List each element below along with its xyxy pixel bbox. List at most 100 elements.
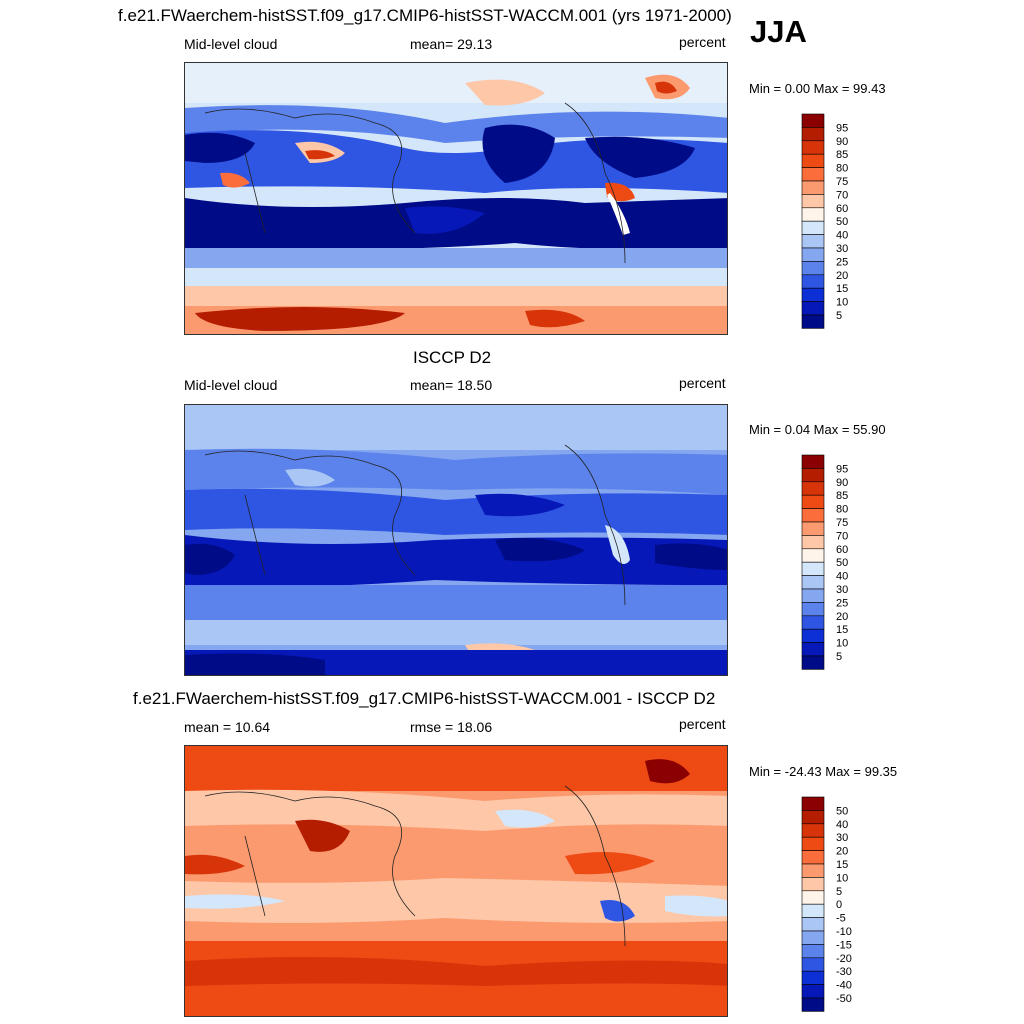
colorbar-label: 70: [836, 530, 848, 542]
colorbar-box: [801, 454, 825, 469]
colorbar-label: 85: [836, 149, 848, 161]
panel1-mean-label: mean= 29.13: [410, 36, 493, 52]
colorbar-box: [801, 548, 825, 563]
colorbar-label: 50: [836, 805, 848, 817]
colorbar-label: -15: [836, 939, 852, 951]
panel2-units-label: percent: [679, 375, 726, 391]
colorbar-label: 15: [836, 624, 848, 636]
colorbar-label: 60: [836, 203, 848, 215]
colorbar-label: 15: [836, 859, 848, 871]
colorbar-box: [801, 850, 825, 865]
panel1-map: [184, 62, 728, 335]
colorbar-label: 40: [836, 819, 848, 831]
colorbar-box: [801, 615, 825, 630]
colorbar-box: [801, 220, 825, 235]
colorbar-box: [801, 301, 825, 316]
colorbar-box: [801, 863, 825, 878]
colorbar-box: [801, 823, 825, 838]
colorbar-box: [801, 494, 825, 509]
panel2-map: [184, 404, 728, 676]
colorbar-label: 5: [836, 651, 842, 663]
colorbar-box: [801, 575, 825, 590]
colorbar-box: [801, 836, 825, 851]
colorbar-box: [801, 167, 825, 182]
colorbar-box: [801, 877, 825, 892]
colorbar-box: [801, 944, 825, 959]
colorbar-label: 40: [836, 571, 848, 583]
colorbar-box: [801, 970, 825, 985]
colorbar-box: [801, 508, 825, 523]
colorbar-box: [801, 247, 825, 262]
colorbar-box: [801, 234, 825, 249]
colorbar-box: [801, 113, 825, 128]
panel1-colorbar: 95 90 85 80 75 70 60 50 40 30 25 20 15 10 5: [801, 113, 862, 330]
panel1-title: f.e21.FWaerchem-histSST.f09_g17.CMIP6-hi…: [118, 6, 732, 25]
colorbar-box: [801, 140, 825, 155]
panel3-colorbar: 50 40 30 20 15 10 5 0 -5 -10 -15 -20 -30 -40 -50: [801, 796, 862, 1013]
colorbar-label: 25: [836, 597, 848, 609]
colorbar-box: [801, 153, 825, 168]
colorbar-label: 15: [836, 283, 848, 295]
colorbar-label: 5: [836, 310, 842, 322]
colorbar-label: 50: [836, 216, 848, 228]
colorbar-box: [801, 521, 825, 536]
colorbar-box: [801, 810, 825, 825]
panel2-colorbar: 95 90 85 80 75 70 60 50 40 30 25 20 15 10 5: [801, 454, 862, 671]
panel3-map: [184, 745, 728, 1017]
colorbar-box: [801, 287, 825, 302]
colorbar-box: [801, 261, 825, 276]
colorbar-label: 10: [836, 297, 848, 309]
colorbar-label: 80: [836, 163, 848, 175]
colorbar-label: 40: [836, 230, 848, 242]
panel2-mean-label: mean= 18.50: [410, 377, 493, 393]
colorbar-label: 20: [836, 846, 848, 858]
colorbar-box: [801, 984, 825, 999]
colorbar-box: [801, 588, 825, 603]
colorbar-label: 80: [836, 504, 848, 516]
colorbar-label: 85: [836, 490, 848, 502]
colorbar-box: [801, 628, 825, 643]
colorbar-label: 95: [836, 122, 848, 134]
panel2-variable-label: Mid-level cloud: [184, 377, 278, 393]
colorbar-label: 20: [836, 611, 848, 623]
panel3-rmse-label: rmse = 18.06: [410, 719, 493, 735]
panel3-minmax: Min = -24.43 Max = 99.35: [749, 764, 898, 779]
season-label: JJA: [750, 14, 807, 49]
colorbar-label: 90: [836, 136, 848, 148]
panel3-units-label: percent: [679, 716, 726, 732]
panel3-title: f.e21.FWaerchem-histSST.f09_g17.CMIP6-hi…: [133, 689, 716, 708]
panel1-units-label: percent: [679, 34, 726, 50]
panel1-variable-label: Mid-level cloud: [184, 36, 278, 52]
colorbar-box: [801, 930, 825, 945]
colorbar-label: -40: [836, 980, 852, 992]
colorbar-label: 75: [836, 517, 848, 529]
panel2-title: ISCCP D2: [413, 348, 492, 367]
colorbar-label: 75: [836, 176, 848, 188]
colorbar-label: 95: [836, 463, 848, 475]
colorbar-box: [801, 314, 825, 329]
colorbar-box: [801, 274, 825, 289]
colorbar-box: [801, 903, 825, 918]
panel1-minmax: Min = 0.00 Max = 99.43: [749, 81, 886, 96]
colorbar-box: [801, 468, 825, 483]
colorbar-box: [801, 602, 825, 617]
colorbar-label: -50: [836, 993, 852, 1005]
colorbar-label: 30: [836, 584, 848, 596]
colorbar-box: [801, 917, 825, 932]
colorbar-label: 0: [836, 899, 842, 911]
panel2-minmax: Min = 0.04 Max = 55.90: [749, 422, 886, 437]
colorbar-label: 60: [836, 544, 848, 556]
colorbar-box: [801, 180, 825, 195]
colorbar-box: [801, 997, 825, 1012]
colorbar-label: 30: [836, 243, 848, 255]
colorbar-box: [801, 127, 825, 142]
colorbar-label: -10: [836, 926, 852, 938]
colorbar-label: -30: [836, 966, 852, 978]
colorbar-label: 10: [836, 872, 848, 884]
colorbar-box: [801, 655, 825, 670]
colorbar-box: [801, 796, 825, 811]
colorbar-label: 10: [836, 638, 848, 650]
colorbar-label: 20: [836, 270, 848, 282]
colorbar-box: [801, 207, 825, 222]
colorbar-box: [801, 535, 825, 550]
